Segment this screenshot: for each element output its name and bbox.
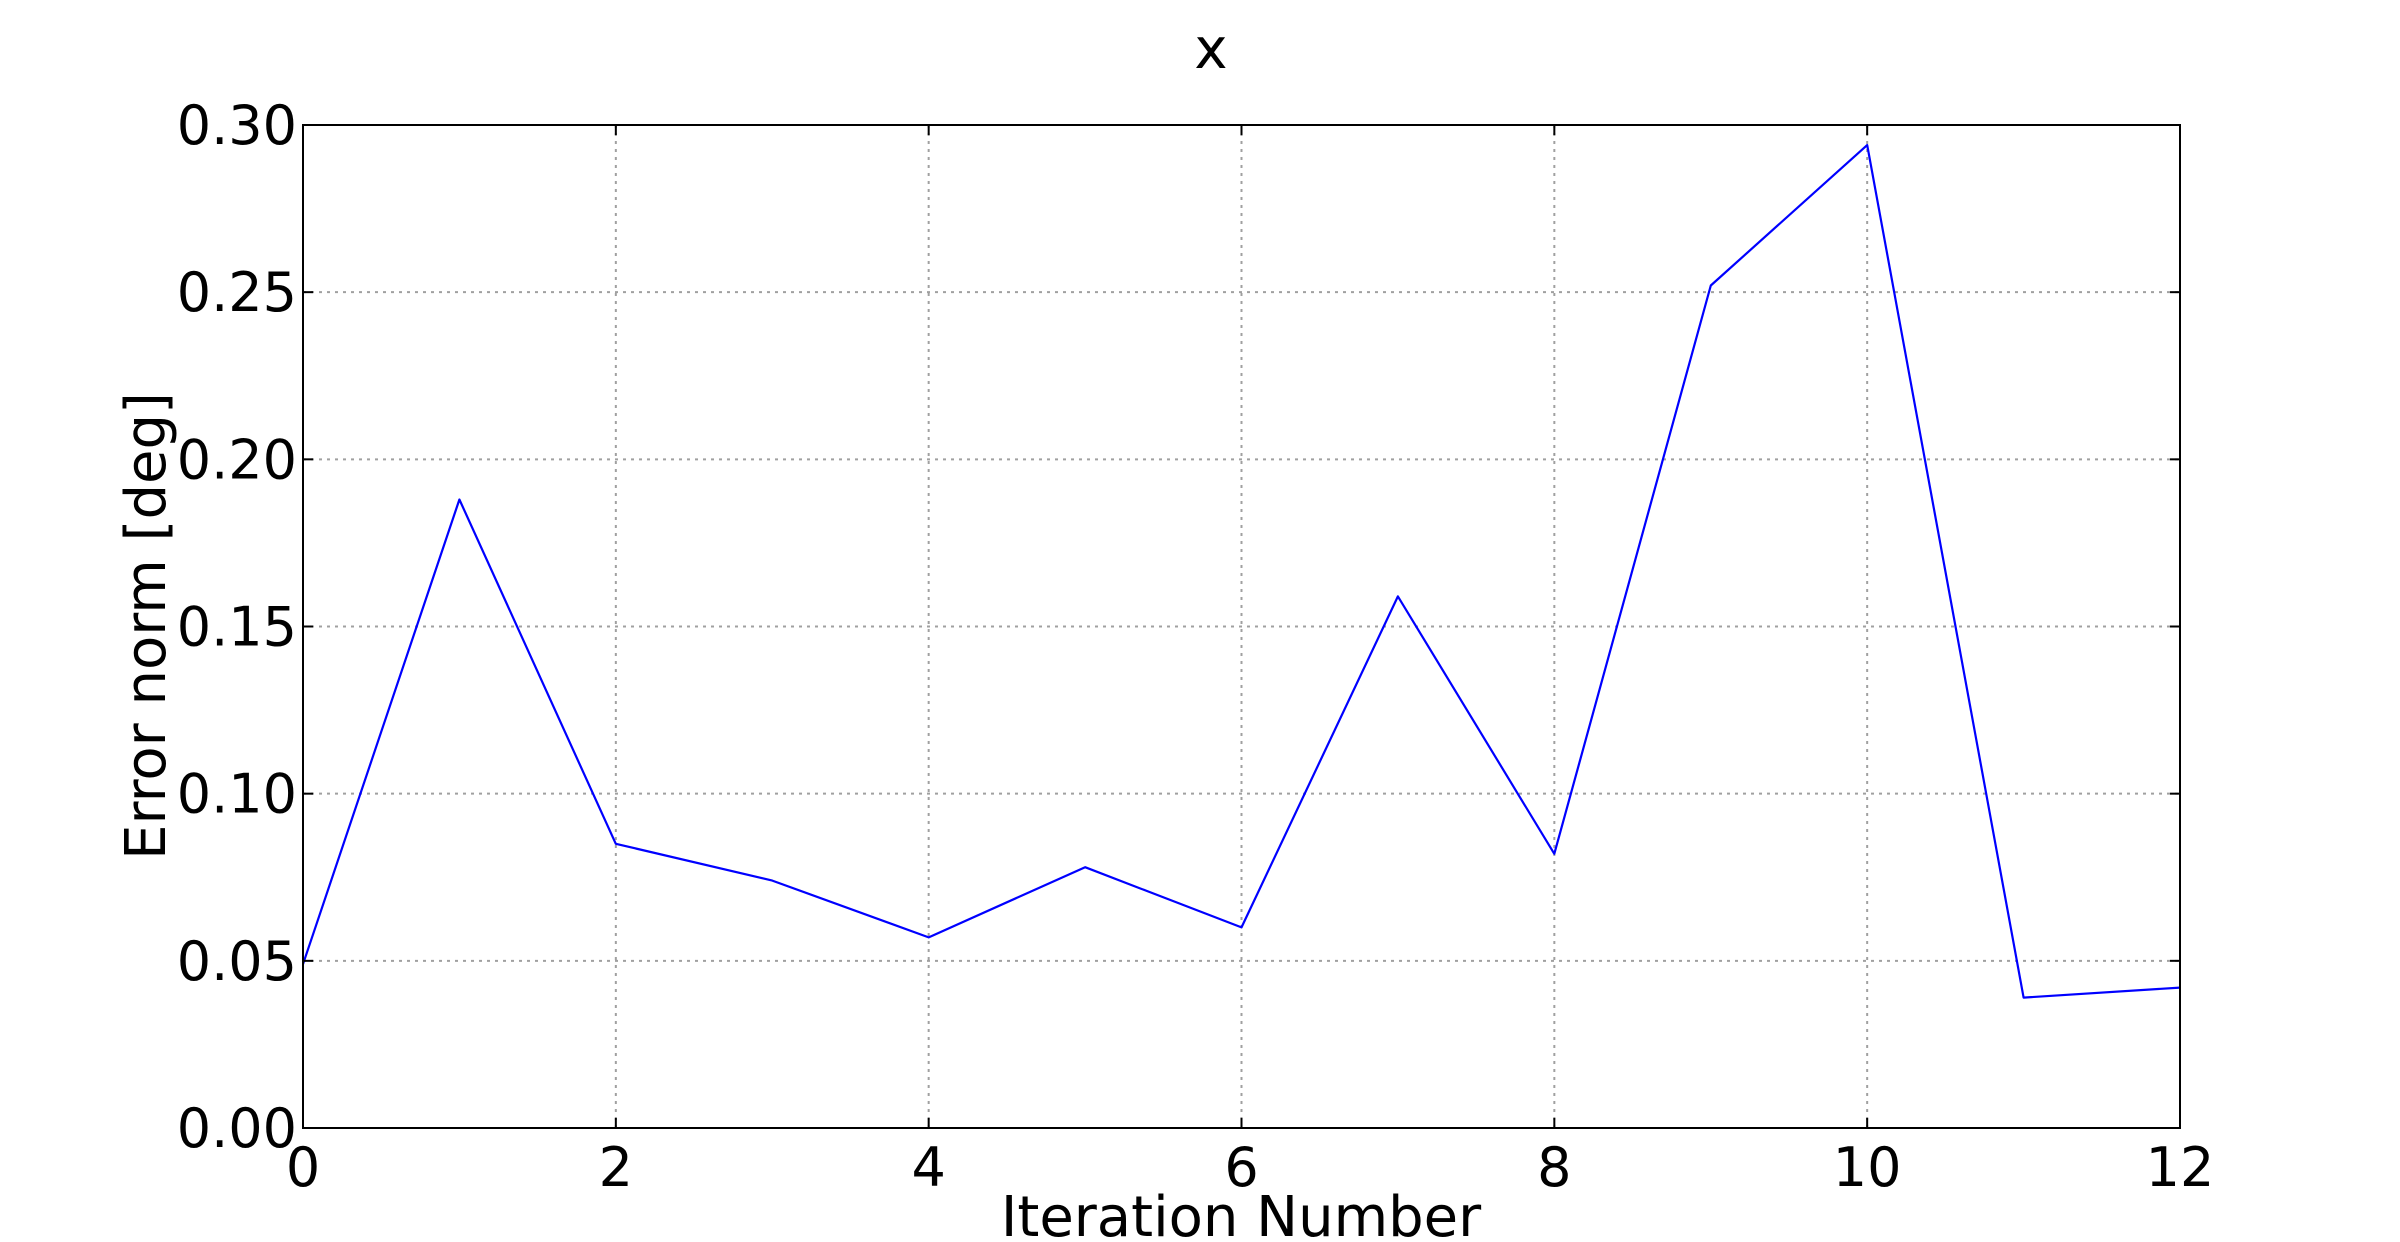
y-tick-label: 0.00 xyxy=(177,1097,297,1160)
x-tick-label: 2 xyxy=(599,1136,633,1199)
y-axis-label: Error norm [deg] xyxy=(114,392,179,860)
x-tick-label: 4 xyxy=(911,1136,945,1199)
y-tick-label: 0.30 xyxy=(177,94,297,157)
series-layer xyxy=(301,144,2181,999)
chart-title: x xyxy=(1194,17,1227,82)
x-tick-label: 0 xyxy=(286,1136,320,1199)
y-tick-labels: 0.00 0.05 0.10 0.15 0.20 0.25 0.30 xyxy=(177,94,297,1160)
y-tick-label: 0.25 xyxy=(177,261,297,324)
y-tick-label: 0.05 xyxy=(177,930,297,993)
x-axis-label: Iteration Number xyxy=(1001,1185,1482,1242)
x-tick-label: 6 xyxy=(1224,1136,1258,1199)
y-tick-label: 0.10 xyxy=(177,763,297,826)
x-tick-label: 12 xyxy=(2146,1136,2215,1199)
series-line xyxy=(301,144,2181,999)
x-tick-label: 8 xyxy=(1537,1136,1571,1199)
x-tick-labels: 0 2 4 6 8 10 12 xyxy=(286,1136,2215,1199)
x-tick-label: 10 xyxy=(1833,1136,1902,1199)
y-tick-label: 0.15 xyxy=(177,596,297,659)
ticks xyxy=(302,124,2181,1129)
y-tick-label: 0.20 xyxy=(177,428,297,491)
